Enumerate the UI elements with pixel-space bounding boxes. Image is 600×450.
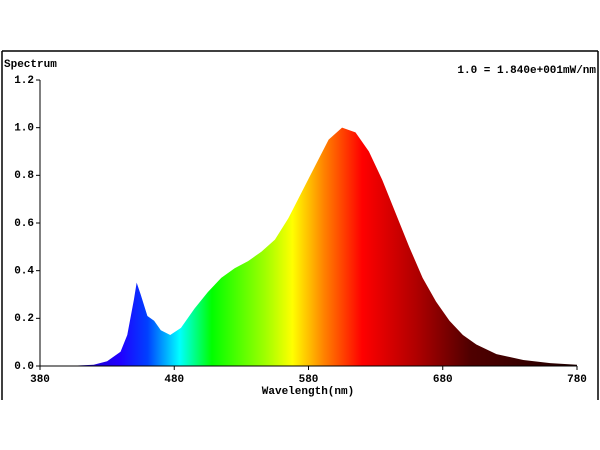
y-tick-label: 0.2	[14, 313, 34, 325]
y-tick-label: 0.8	[14, 170, 34, 182]
spectrum-area	[40, 127, 577, 367]
x-tick-label: 480	[164, 374, 184, 386]
y-tick-label: 1.0	[14, 123, 34, 135]
y-tick-label: 0.4	[14, 266, 34, 278]
x-tick-label: 780	[567, 374, 587, 386]
x-tick-label: 580	[299, 374, 319, 386]
x-tick-label: 380	[30, 374, 50, 386]
y-axis-title: Spectrum	[4, 59, 57, 71]
y-tick-label: 0.0	[14, 361, 34, 373]
y-tick-label: 1.2	[14, 75, 34, 87]
y-tick-label: 0.6	[14, 218, 34, 230]
x-tick-label: 680	[433, 374, 453, 386]
x-axis-title: Wavelength(nm)	[262, 386, 354, 398]
annotation: 1.0 = 1.840e+001mW/nm	[457, 65, 596, 77]
